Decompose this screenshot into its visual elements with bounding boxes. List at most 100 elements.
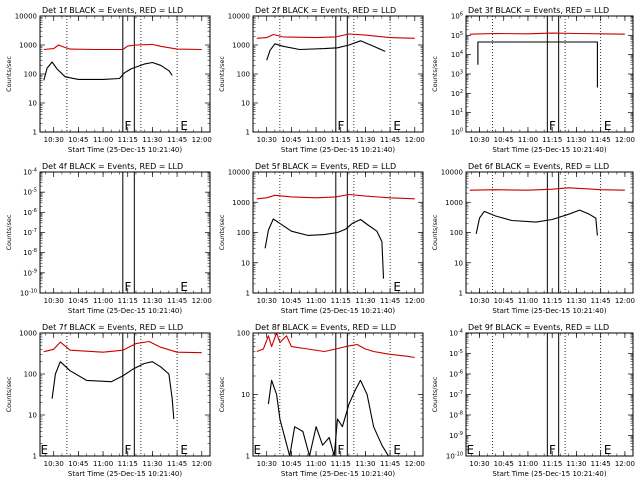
- panel-det-3: Det 3f BLACK = Events, RED = LLD Counts/s…: [431, 6, 635, 154]
- marker-e: E: [604, 443, 612, 457]
- x-tick-label: 11:45: [591, 297, 611, 305]
- marker-f: F: [549, 119, 556, 133]
- y-axis-label: Counts/sec: [5, 56, 13, 92]
- x-tick-label: 11:15: [542, 297, 562, 305]
- marker-f: F: [337, 119, 344, 133]
- x-tick-label: 11:45: [167, 460, 187, 468]
- x-tick-label: 11:30: [566, 297, 586, 305]
- events-series-line: [43, 61, 173, 81]
- y-tick-label: 100: [451, 128, 463, 137]
- y-tick-label: 10: [241, 100, 250, 108]
- x-tick-label: 10:30: [257, 136, 277, 144]
- events-series-line: [267, 379, 389, 457]
- lld-series-line: [256, 332, 415, 359]
- x-tick-label: 11:15: [331, 136, 351, 144]
- y-tick-label: 104: [451, 50, 463, 59]
- marker-e: E: [254, 443, 262, 457]
- x-tick-label: 11:15: [118, 136, 138, 144]
- lld-series-line: [43, 43, 202, 51]
- plot-frame: [465, 171, 634, 294]
- panel-det-1: Det 1f BLACK = Events, RED = LLD Counts/s…: [5, 6, 212, 154]
- x-axis-label: Start Time (25-Dec-15 10:21:40): [68, 307, 182, 315]
- x-tick-label: 11:45: [380, 297, 400, 305]
- panel-det-2: Det 2f BLACK = Events, RED = LLD Counts/s…: [218, 6, 425, 154]
- panel-det-6: Det 6f BLACK = Events, RED = LLD Counts/s…: [431, 162, 635, 315]
- panel-title: Det 4f BLACK = Events, RED = LLD: [42, 162, 183, 171]
- x-tick-label: 11:45: [591, 460, 611, 468]
- panel-title: Det 9f BLACK = Events, RED = LLD: [468, 323, 609, 332]
- x-tick-label: 11:00: [518, 136, 538, 144]
- x-tick-label: 10:30: [44, 297, 64, 305]
- plot-frame: [465, 15, 634, 133]
- x-tick-label: 12:00: [405, 460, 425, 468]
- y-tick-label: 10-7: [23, 228, 37, 237]
- y-tick-label: 10000: [15, 13, 37, 21]
- marker-e: E: [180, 119, 188, 133]
- events-series-line: [51, 361, 175, 420]
- x-tick-label: 10:45: [494, 460, 514, 468]
- y-tick-label: 1000: [19, 330, 37, 338]
- x-axis-label: Start Time (25-Dec-15 10:21:40): [68, 146, 182, 154]
- panel-det-9: Det 9f BLACK = Events, RED = LLD Counts/s…: [431, 323, 635, 478]
- x-tick-label: 10:30: [469, 136, 489, 144]
- panel-title: Det 7f BLACK = Events, RED = LLD: [42, 323, 183, 332]
- x-tick-label: 11:00: [306, 297, 326, 305]
- y-tick-label: 10-6: [449, 370, 463, 379]
- x-tick-label: 10:45: [281, 297, 301, 305]
- marker-f: F: [124, 119, 131, 133]
- x-tick-label: 12:00: [615, 460, 635, 468]
- y-tick-label: 10: [28, 100, 37, 108]
- marker-f: F: [124, 443, 131, 457]
- y-tick-label: 100: [450, 229, 463, 237]
- marker-e: E: [180, 443, 188, 457]
- y-tick-label: 1000: [232, 42, 250, 50]
- events-series-line: [475, 209, 598, 236]
- y-tick-label: 102: [451, 89, 463, 98]
- x-tick-label: 12:00: [615, 136, 635, 144]
- y-tick-label: 1: [246, 290, 250, 298]
- x-tick-label: 11:30: [142, 297, 162, 305]
- y-tick-label: 100: [237, 330, 250, 338]
- panel-title: Det 8f BLACK = Events, RED = LLD: [255, 323, 396, 332]
- x-tick-label: 11:00: [93, 460, 113, 468]
- marker-e: E: [604, 119, 612, 133]
- lld-series-line: [256, 33, 415, 39]
- panel-det-4: Det 4f BLACK = Events, RED = LLD Counts/s…: [5, 162, 212, 315]
- y-tick-label: 10-4: [23, 168, 37, 177]
- y-axis-label: Counts/sec: [218, 214, 226, 250]
- marker-f: F: [337, 443, 344, 457]
- x-tick-label: 11:00: [306, 136, 326, 144]
- marker-e: E: [41, 443, 49, 457]
- y-tick-label: 10-4: [449, 329, 463, 338]
- y-tick-label: 10-9: [449, 431, 463, 440]
- lld-series-line: [43, 340, 202, 354]
- y-tick-label: 10000: [228, 169, 250, 177]
- x-tick-label: 11:45: [167, 136, 187, 144]
- marker-f: F: [124, 280, 131, 294]
- x-tick-label: 10:30: [257, 297, 277, 305]
- plot-frame: [39, 171, 211, 294]
- x-axis-label: Start Time (25-Dec-15 10:21:40): [492, 470, 606, 478]
- panel-det-7: Det 7f BLACK = Events, RED = LLD Counts/s…: [5, 323, 212, 478]
- y-tick-label: 105: [451, 31, 463, 40]
- y-tick-label: 10: [241, 259, 250, 267]
- y-tick-label: 10: [28, 412, 37, 420]
- plot-frame: [252, 332, 424, 457]
- x-tick-label: 11:00: [518, 297, 538, 305]
- plot-frame: [252, 15, 424, 133]
- y-axis-label: Counts/sec: [218, 376, 226, 412]
- x-tick-label: 11:45: [380, 136, 400, 144]
- x-tick-label: 10:30: [469, 297, 489, 305]
- events-series-line: [477, 41, 598, 88]
- x-tick-label: 11:45: [167, 297, 187, 305]
- y-tick-label: 1: [246, 453, 250, 461]
- marker-e: E: [393, 280, 401, 294]
- y-tick-label: 10-8: [23, 248, 37, 257]
- x-tick-label: 10:45: [494, 297, 514, 305]
- x-axis-label: Start Time (25-Dec-15 10:21:40): [492, 146, 606, 154]
- y-tick-label: 10000: [441, 169, 463, 177]
- y-tick-label: 1000: [232, 199, 250, 207]
- lld-series-line: [469, 32, 625, 35]
- x-tick-label: 10:45: [281, 136, 301, 144]
